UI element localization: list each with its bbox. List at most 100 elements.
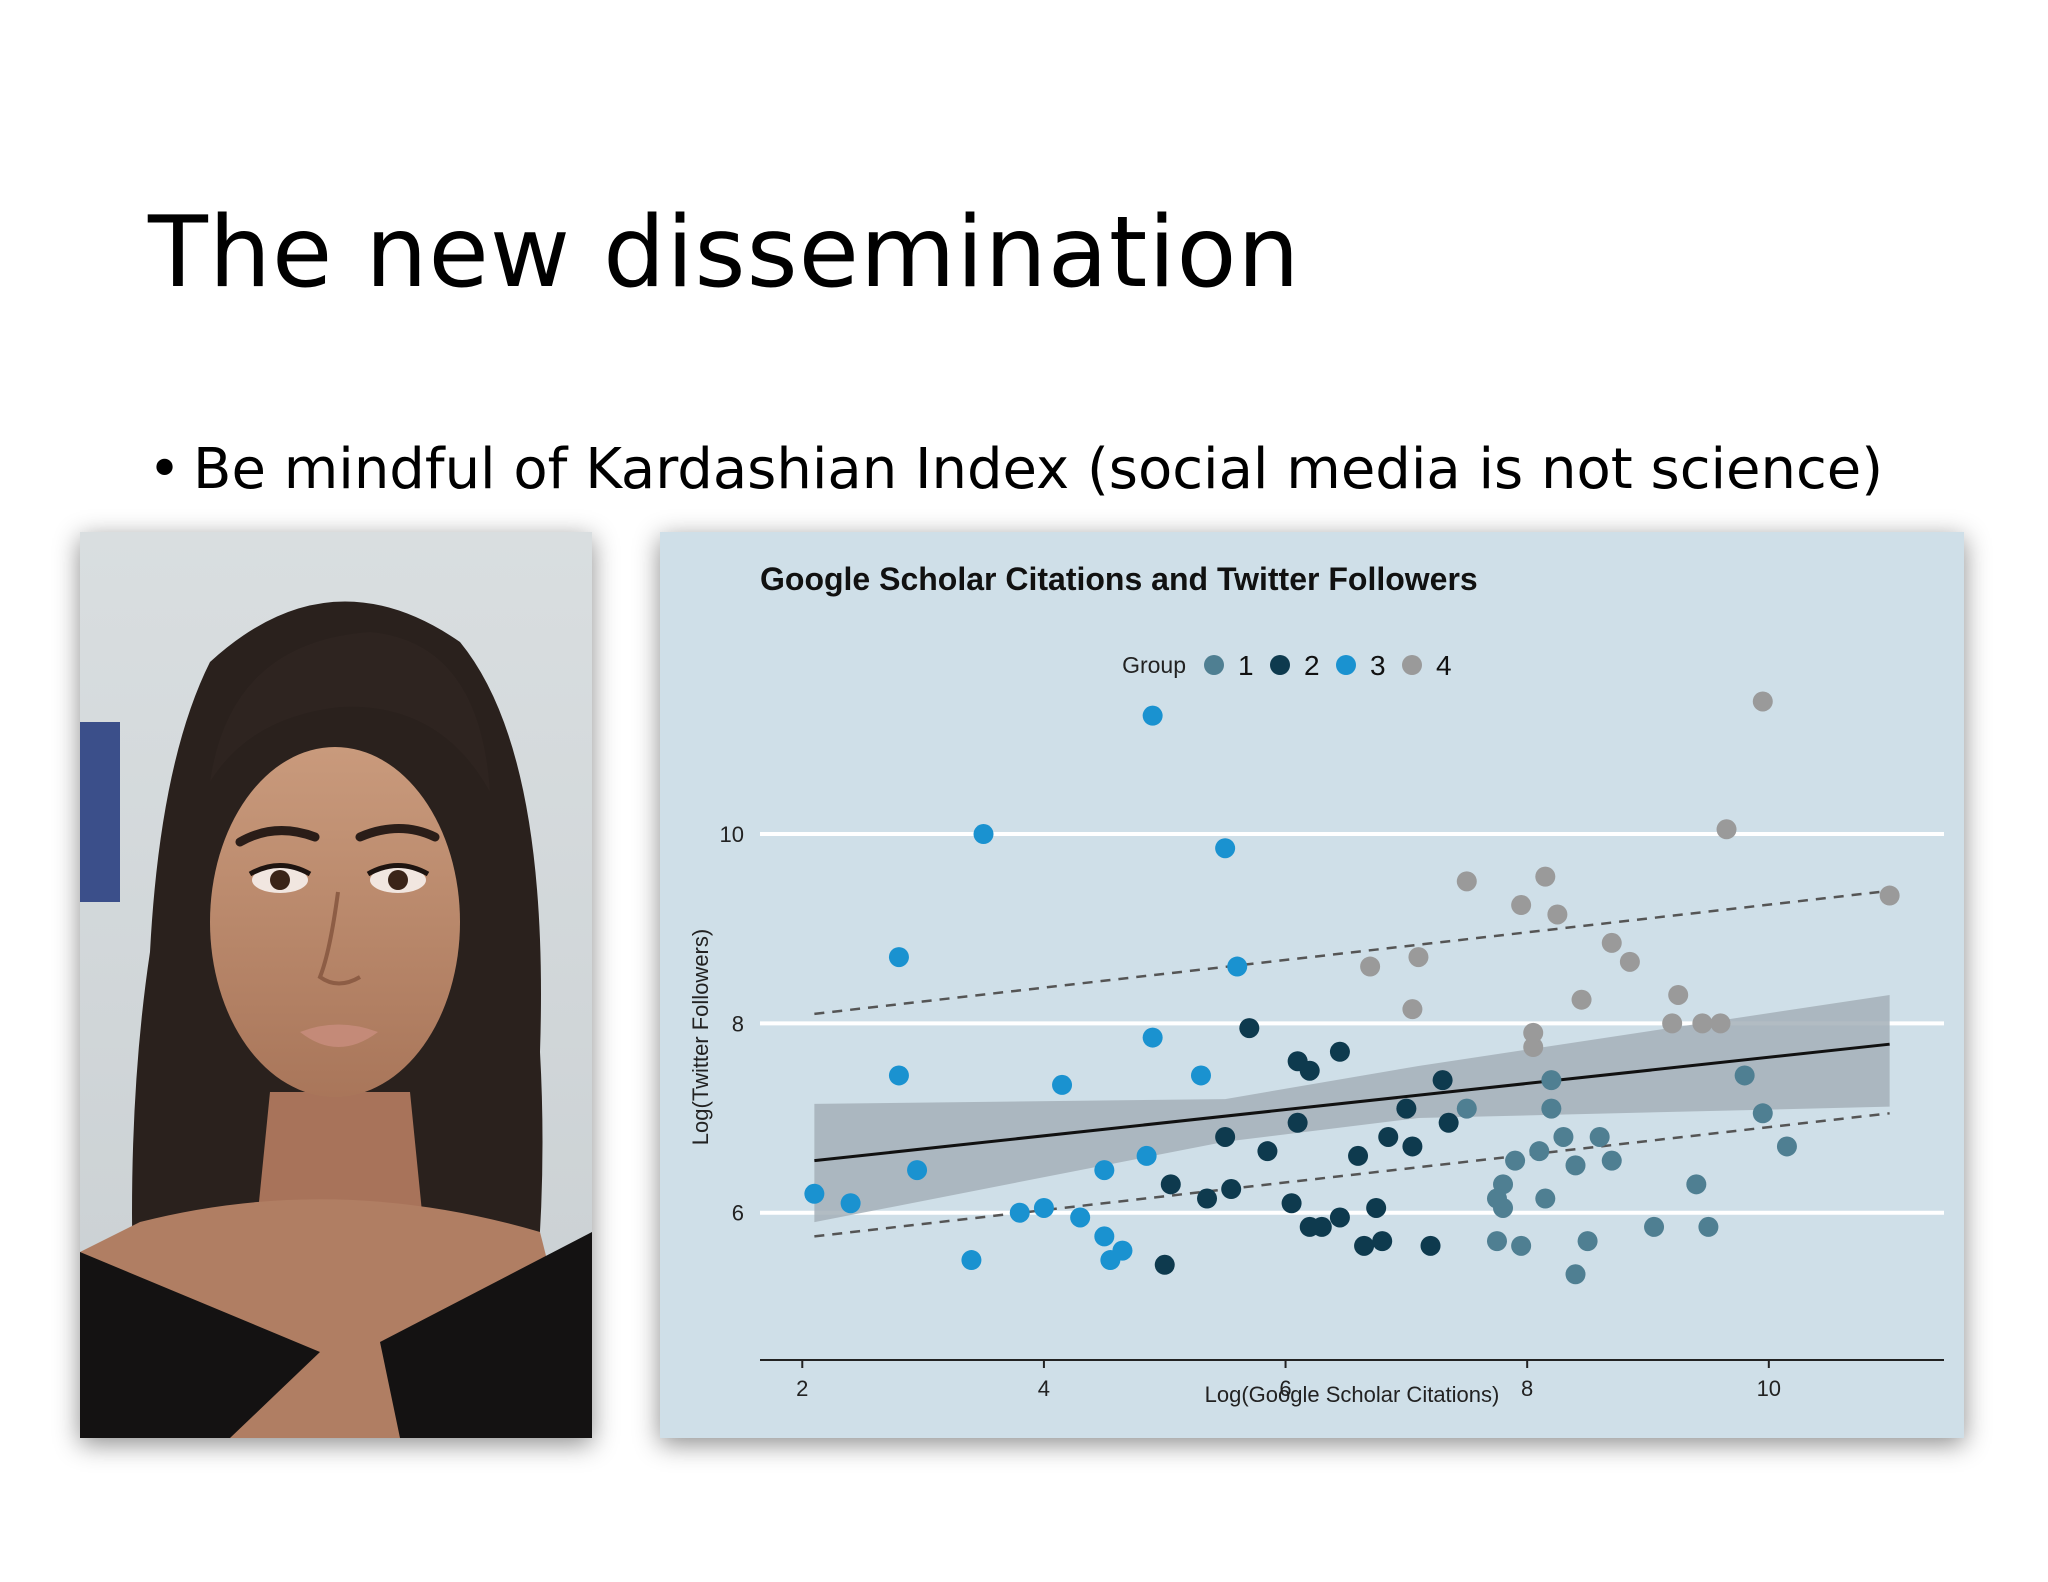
point-group-3-0 [804, 1183, 825, 1204]
point-group-1-14 [1511, 1235, 1532, 1256]
bullet-marker: • [148, 437, 182, 502]
point-group-2-18 [1378, 1126, 1399, 1147]
point-group-4-1 [1402, 999, 1423, 1020]
legend-label-1: 1 [1238, 650, 1254, 681]
point-group-3-10 [1070, 1207, 1091, 1228]
point-group-3-8 [1033, 1197, 1054, 1218]
point-group-1-19 [1698, 1216, 1719, 1237]
confidence-band-area [814, 994, 1890, 1223]
point-group-1-17 [1644, 1216, 1665, 1237]
point-group-2-1 [1197, 1188, 1218, 1209]
point-group-4-3 [1456, 871, 1477, 892]
point-group-2-21 [1420, 1235, 1441, 1256]
point-group-3-3 [888, 1065, 909, 1086]
point-group-3-7 [1009, 1202, 1030, 1223]
point-group-1-0 [1456, 1098, 1477, 1119]
y-tick-label-10: 10 [720, 822, 744, 847]
legend-marker-1 [1204, 655, 1224, 675]
point-group-4-8 [1547, 904, 1568, 925]
chart-legend: Group 1 2 3 4 [1122, 650, 1452, 681]
x-tick-label-2: 2 [796, 1376, 808, 1401]
legend-label-2: 2 [1304, 650, 1320, 681]
point-group-2-16 [1366, 1197, 1387, 1218]
prediction-line-lower [814, 1112, 1890, 1238]
legend-marker-3 [1336, 655, 1356, 675]
point-group-4-18 [1879, 885, 1900, 906]
y-axis: 6 8 10 [720, 822, 744, 1226]
point-group-2-5 [1257, 1141, 1278, 1162]
point-group-2-8 [1287, 1112, 1308, 1133]
point-group-4-6 [1523, 1022, 1544, 1043]
point-group-3-4 [907, 1160, 928, 1181]
y-tick-label-8: 8 [732, 1011, 744, 1036]
point-group-3-2 [888, 947, 909, 968]
point-group-2-20 [1402, 1136, 1423, 1157]
point-group-3-1 [840, 1193, 861, 1214]
point-group-2-15 [1354, 1235, 1375, 1256]
point-group-3-15 [1136, 1145, 1157, 1166]
point-group-2-2 [1215, 1126, 1236, 1147]
point-group-4-4 [1511, 895, 1532, 916]
slide-title: The new dissemination [148, 196, 1301, 310]
point-group-4-7 [1535, 866, 1556, 887]
bullet-point: • Be mindful of Kardashian Index (social … [148, 436, 1883, 503]
x-tick-label-4: 4 [1038, 1376, 1050, 1401]
point-group-1-18 [1686, 1174, 1707, 1195]
prediction-line-upper [814, 889, 1890, 1016]
point-group-1-21 [1752, 1103, 1773, 1124]
point-group-1-8 [1553, 1126, 1574, 1147]
point-group-1-13 [1486, 1231, 1507, 1252]
point-group-1-6 [1541, 1070, 1562, 1091]
point-group-3-5 [961, 1250, 982, 1271]
regression-fit-line [814, 1042, 1890, 1163]
point-group-2-4 [1239, 1018, 1260, 1039]
point-group-4-10 [1601, 932, 1622, 953]
point-group-1-7 [1541, 1098, 1562, 1119]
point-group-1-3 [1486, 1188, 1507, 1209]
point-group-1-16 [1565, 1264, 1586, 1285]
y-axis-label: Log(Twitter Followers) [688, 929, 713, 1145]
point-group-2-24 [1154, 1254, 1175, 1275]
point-group-2-14 [1348, 1145, 1369, 1166]
point-group-3-17 [1142, 705, 1163, 726]
point-group-4-5 [1523, 1037, 1544, 1058]
bullet-text: Be mindful of Kardashian Index (social m… [193, 437, 1884, 502]
point-group-1-4 [1505, 1150, 1526, 1171]
point-group-3-16 [1142, 1027, 1163, 1048]
point-group-1-11 [1601, 1150, 1622, 1171]
scatter-chart: Google Scholar Citations and Twitter Fol… [688, 561, 1944, 1407]
point-group-3-20 [1227, 956, 1248, 977]
regression-line [814, 1042, 1890, 1163]
chart-panel: Google Scholar Citations and Twitter Fol… [660, 532, 1964, 1438]
point-group-1-9 [1565, 1155, 1586, 1176]
portrait-illustration [80, 532, 592, 1438]
x-tick-label-6: 6 [1279, 1376, 1291, 1401]
point-group-4-17 [1752, 691, 1773, 712]
point-group-4-12 [1662, 1013, 1683, 1034]
point-group-2-3 [1221, 1179, 1242, 1200]
point-group-4-2 [1408, 947, 1429, 968]
data-points [804, 691, 1900, 1285]
legend-marker-2 [1270, 655, 1290, 675]
y-tick-label-6: 6 [732, 1201, 744, 1226]
x-axis: 2 4 6 8 10 [760, 1359, 1944, 1401]
point-group-3-18 [1190, 1065, 1211, 1086]
point-group-2-19 [1396, 1098, 1417, 1119]
legend-label-4: 4 [1436, 650, 1452, 681]
portrait-photo [80, 532, 592, 1438]
point-group-2-17 [1372, 1231, 1393, 1252]
x-axis-label: Log(Google Scholar Citations) [1205, 1382, 1500, 1407]
point-group-4-11 [1619, 951, 1640, 972]
point-group-3-12 [1094, 1160, 1115, 1181]
point-group-4-15 [1710, 1013, 1731, 1034]
x-tick-label-8: 8 [1521, 1376, 1533, 1401]
point-group-1-12 [1535, 1188, 1556, 1209]
point-group-2-9 [1299, 1060, 1320, 1081]
point-group-2-23 [1438, 1112, 1459, 1133]
point-group-2-11 [1311, 1216, 1332, 1237]
point-group-3-11 [1094, 1226, 1115, 1247]
legend-marker-4 [1402, 655, 1422, 675]
point-group-3-9 [1052, 1074, 1073, 1095]
legend-label-3: 3 [1370, 650, 1386, 681]
point-group-3-14 [1112, 1240, 1133, 1261]
